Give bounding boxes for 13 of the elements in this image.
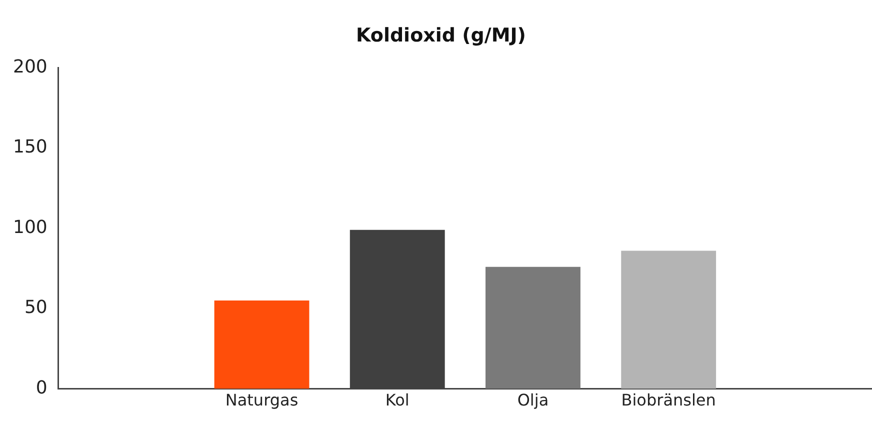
- x-tick-label: Naturgas: [225, 390, 298, 410]
- y-tick-label: 200: [12, 56, 48, 78]
- y-tick-label: 0: [36, 377, 48, 398]
- y-tick-label: 150: [12, 136, 48, 158]
- x-tick-label: Kol: [385, 390, 410, 410]
- bar: [621, 250, 716, 389]
- x-tick-label: Olja: [517, 390, 549, 410]
- y-tick-label: 50: [24, 297, 48, 318]
- bar: [486, 266, 580, 389]
- bar: [214, 300, 310, 389]
- x-tick-label: Biobränslen: [621, 390, 716, 410]
- chart-title: Koldioxid (g/MJ): [356, 24, 526, 46]
- y-tick-label: 100: [12, 216, 48, 238]
